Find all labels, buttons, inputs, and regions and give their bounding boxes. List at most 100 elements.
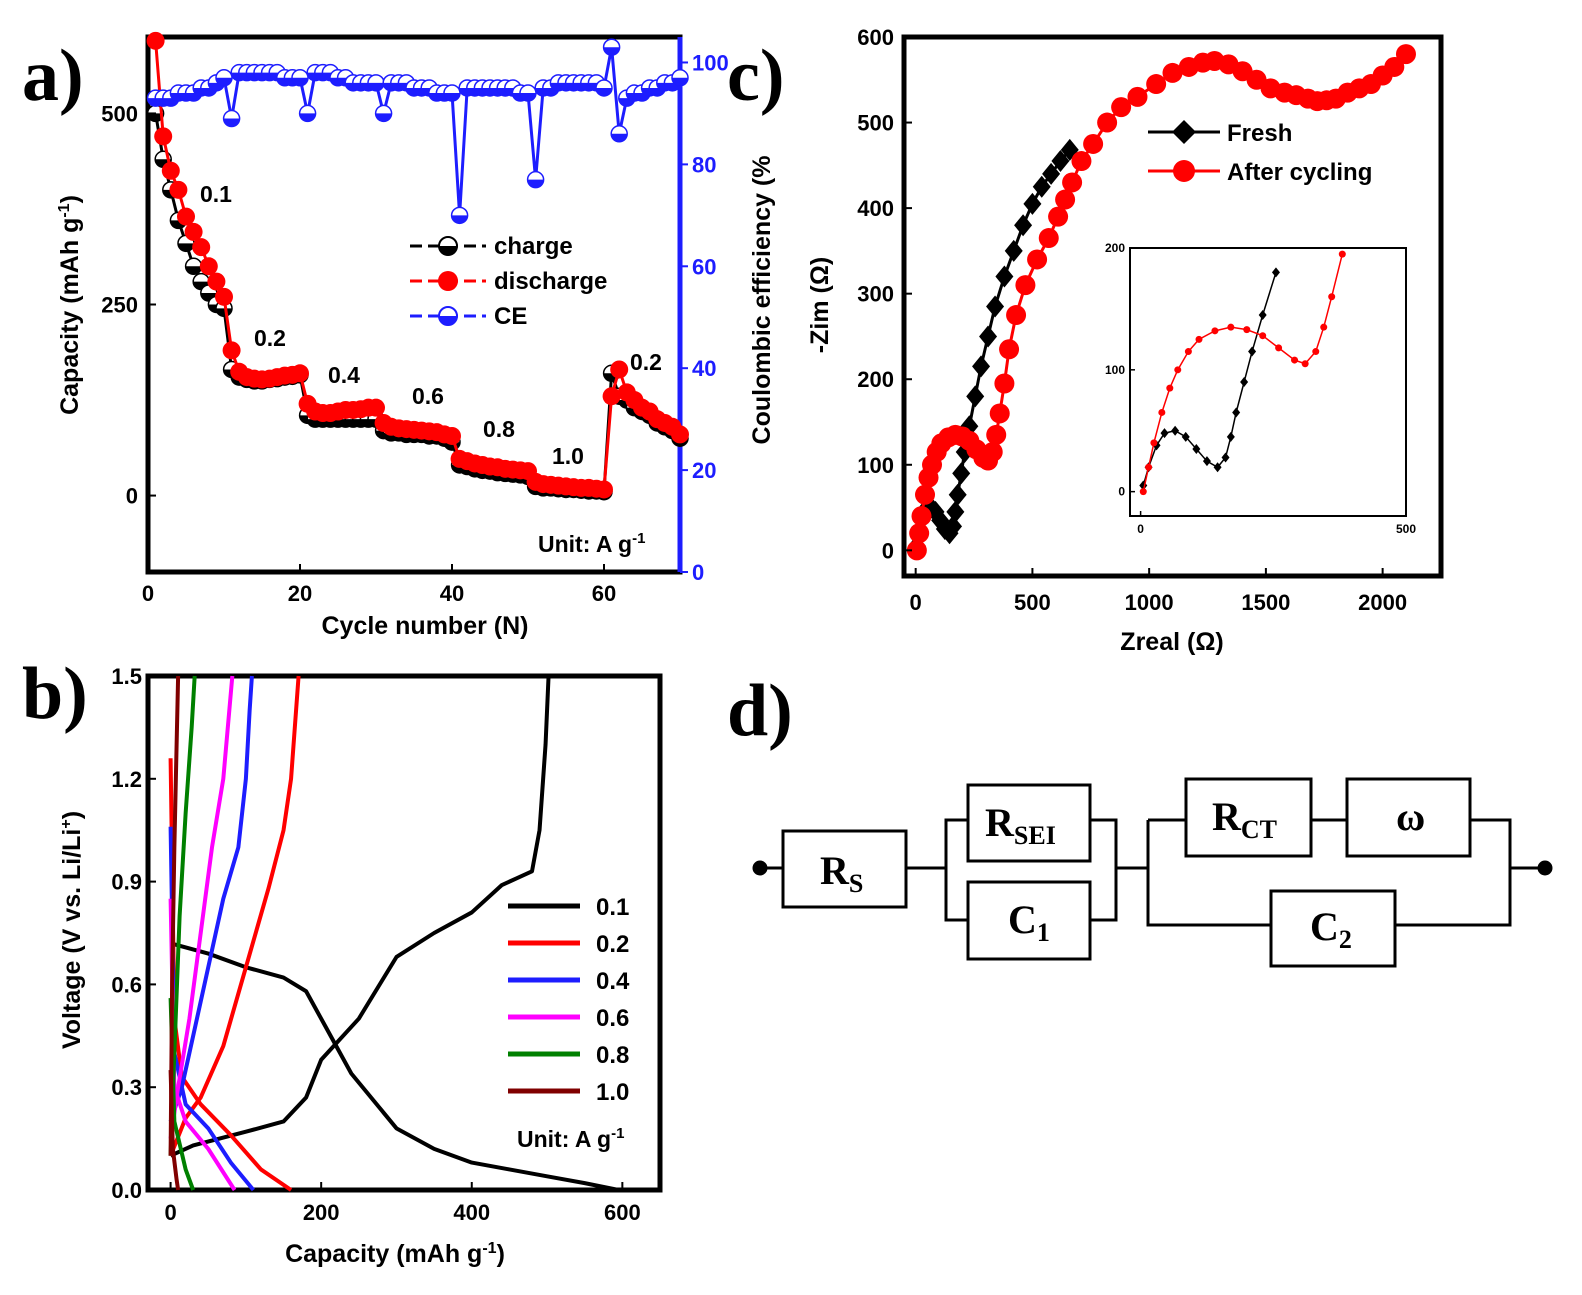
label-c2-sub: 2 (1339, 925, 1352, 954)
panel-a-y-title-text: Capacity (mAh g (56, 218, 84, 415)
wire-ct-right (1395, 818, 1512, 927)
wire-ct-left (1146, 820, 1271, 927)
inset-after-point-19 (1338, 250, 1346, 258)
inset-fresh-point-11 (1226, 431, 1235, 442)
fresh-point-16 (966, 385, 985, 408)
inset-xtick-label-0: 0 (1137, 522, 1144, 536)
c-ytick-label-0: 0 (882, 538, 894, 563)
after-point-24 (1038, 228, 1059, 249)
a-xtick-label-20: 20 (288, 581, 312, 606)
series-discharge-point-7 (192, 238, 211, 257)
a-xtick-label-40: 40 (440, 581, 464, 606)
inset-after-point-16 (1312, 348, 1320, 356)
panel-a-ticks: 0 20 40 60 0 250 500 0 20 40 60 80 100 (101, 50, 728, 606)
label-rsei-sub: SEI (1014, 821, 1056, 850)
series-discharge-point-60 (595, 480, 613, 499)
inset-after-point-14 (1291, 356, 1299, 364)
after-point-2 (909, 523, 930, 544)
panel-c-x-title: Zreal (Ω) (1120, 628, 1223, 656)
label-rct-main: R (1212, 794, 1242, 839)
rate-label-0-8: 0.8 (483, 416, 515, 442)
c-ytick-label-500: 500 (857, 111, 894, 136)
label-c1-sub: 1 (1037, 918, 1050, 947)
inset-fresh-point-8 (1202, 456, 1211, 467)
legend-fresh-label: Fresh (1227, 120, 1292, 147)
a-y2tick-label-60: 60 (692, 254, 716, 279)
fresh-point-20 (995, 265, 1014, 288)
series-CE-point-fill-60 (596, 87, 612, 96)
panel-c-y-title: -Zim (Ω) (806, 257, 834, 353)
inset-fresh-point-4 (1160, 428, 1169, 439)
series-discharge-point-9 (207, 272, 226, 291)
a-ytick-label-500: 500 (101, 101, 138, 126)
after-point-32 (1127, 86, 1148, 107)
inset-after-point-4 (1158, 408, 1166, 416)
legend-charge-label: charge (494, 233, 573, 260)
legend-fresh-marker (1172, 120, 1196, 144)
legend-discharge-label: discharge (494, 268, 607, 295)
inset-after-point-9 (1211, 327, 1219, 335)
a-ytick-label-0: 0 (126, 484, 138, 509)
panel-a-y-title-sup: -1 (56, 203, 73, 217)
legend-after-marker (1173, 160, 1195, 182)
panel-c-inset: 0 500 0 100 200 (1105, 241, 1416, 536)
fresh-point-26 (1051, 150, 1070, 173)
series-CE-point-fill-61 (603, 47, 620, 56)
panel-c-frame (901, 34, 1444, 579)
series-charge-point-fill-10 (216, 308, 232, 317)
inset-after-point-18 (1328, 293, 1336, 301)
label-rs: RS (820, 848, 863, 898)
inset-after-point-2 (1145, 463, 1153, 471)
label-c1-main: C (1008, 897, 1037, 942)
c-ytick-label-300: 300 (857, 282, 894, 307)
series-discharge-point-20 (291, 364, 309, 383)
fresh-point-19 (986, 295, 1005, 318)
series-discharge-point-4 (169, 180, 188, 199)
panel-c-legend: Fresh After cycling (1148, 120, 1372, 186)
after-point-21 (1006, 305, 1027, 326)
inset-plot (1139, 250, 1346, 496)
after-point-25 (1048, 206, 1069, 227)
inset-fresh-point-5 (1171, 425, 1180, 436)
a-xtick-label-60: 60 (592, 581, 616, 606)
series-discharge-point-10 (215, 287, 233, 306)
series-CE-point-fill-70 (672, 77, 688, 86)
after-point-19 (994, 373, 1015, 394)
c-ytick-label-400: 400 (857, 196, 894, 221)
after-point-26 (1055, 189, 1076, 210)
series-CE-point-fill-50 (520, 93, 536, 102)
series-CE-point-fill-11 (223, 118, 240, 127)
panel-b-unit-note: Unit: A g-1 (517, 1125, 624, 1152)
a-y2tick-label-40: 40 (692, 356, 716, 381)
legend-charge-marker-fill (439, 246, 457, 255)
label-rsei: RSEI (985, 800, 1056, 850)
after-point-18 (989, 403, 1010, 424)
after-point-52 (1384, 56, 1405, 77)
a-y2tick-label-20: 20 (692, 458, 716, 483)
after-point-27 (1062, 172, 1083, 193)
equivalent-circuit (752, 777, 1553, 968)
c-ytick-label-100: 100 (857, 453, 894, 478)
series-discharge-point-2 (154, 127, 173, 146)
after-point-17 (986, 424, 1007, 445)
panel-b-x-title: Capacity (mAh g-1) (285, 1240, 505, 1268)
after-point-30 (1097, 112, 1118, 133)
label-rsei-main: R (985, 800, 1015, 845)
panel-letter-b: b) (22, 653, 88, 735)
wire-sei-bottom-left (944, 868, 968, 922)
rate-label-0-6: 0.6 (412, 383, 444, 409)
after-point-3 (911, 506, 932, 527)
inset-fresh-point-15 (1258, 310, 1267, 320)
after-point-16 (982, 441, 1003, 462)
after-point-31 (1111, 97, 1132, 118)
series-discharge-point-3 (161, 161, 180, 180)
inset-after-point-13 (1275, 344, 1283, 352)
b-xtick-label-400: 400 (453, 1200, 490, 1225)
curve-1.0-charge (168, 675, 181, 1156)
panel-letter-d: d) (727, 670, 793, 752)
b-xtick-label-600: 600 (604, 1200, 641, 1225)
after-point-23 (1027, 249, 1048, 270)
panel-a-plot (146, 31, 689, 501)
series-charge-point-fill-5 (178, 243, 194, 252)
wire-sei-top-left (944, 818, 968, 868)
